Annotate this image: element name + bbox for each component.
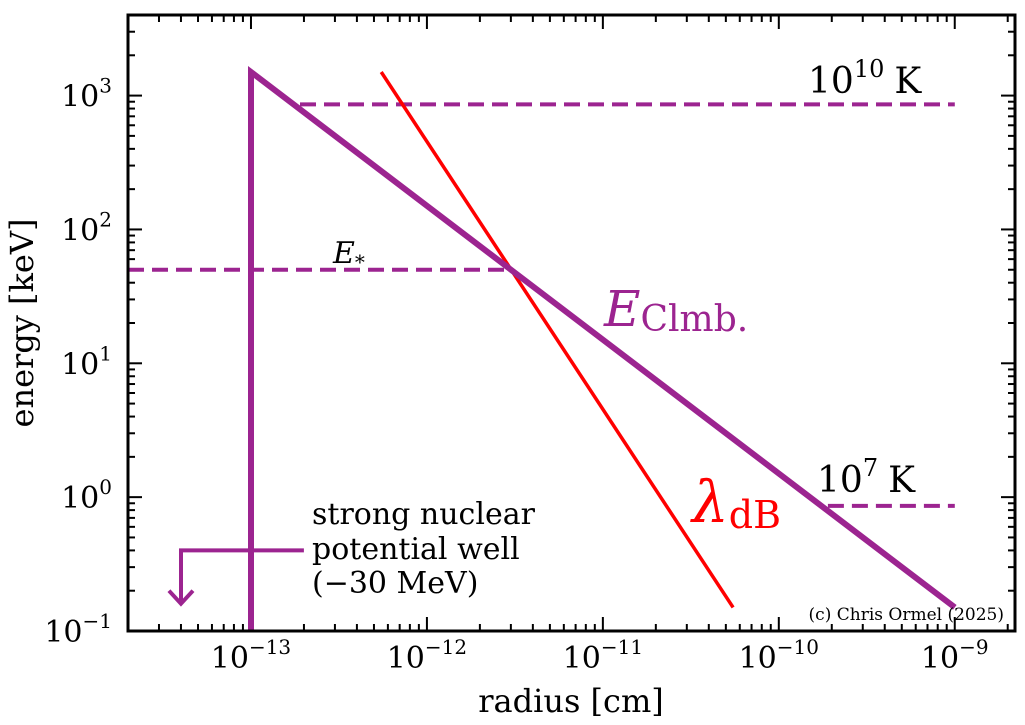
y-tick-base: 10 xyxy=(61,80,99,115)
t1e7-unit: K xyxy=(888,460,916,501)
temperature-1e10-label: 1010 K xyxy=(808,55,922,102)
y-tick-base: 10 xyxy=(61,347,99,382)
lambda-db-sub: dB xyxy=(729,493,781,537)
e-clmb-label: EClmb. xyxy=(603,280,748,340)
y-tick-exp: 3 xyxy=(99,74,112,98)
e-star-label: E* xyxy=(332,236,365,274)
y-tick-label: 102 xyxy=(61,207,112,248)
x-tick-label: 10−9 xyxy=(921,635,989,676)
y-tick-exp: 2 xyxy=(99,207,112,231)
well-arrow-head xyxy=(167,589,195,607)
lambda-db-label: λdB xyxy=(690,468,781,537)
plot-frame xyxy=(126,13,1017,633)
lambda-db-main: λ xyxy=(690,468,729,536)
y-tick-exp: −1 xyxy=(83,609,112,633)
series-layer xyxy=(128,65,957,631)
copyright: (c) Chris Ormel (2025) xyxy=(809,605,1004,625)
e-star-sub: * xyxy=(355,250,365,274)
well-label-line2: potential well xyxy=(312,532,520,567)
x-tick-label: 10−10 xyxy=(739,635,819,676)
minor-ticks xyxy=(127,14,1015,631)
x-tick-base: 10 xyxy=(739,641,777,676)
x-tick-label: 10−13 xyxy=(211,635,291,676)
y-axis-label: energy [keV] xyxy=(3,219,41,428)
series-lambda-db xyxy=(379,71,735,609)
x-tick-exp: −9 xyxy=(959,635,988,659)
y-tick-exp: 0 xyxy=(99,475,112,499)
y-tick-base: 10 xyxy=(61,213,99,248)
x-tick-base: 10 xyxy=(211,641,249,676)
e-clmb-sub: Clmb. xyxy=(641,299,749,340)
x-tick-base: 10 xyxy=(563,641,601,676)
y-tick-exp: 1 xyxy=(99,341,112,365)
major-ticks xyxy=(128,15,1015,632)
t1e10-base: 10 xyxy=(808,61,854,102)
t1e7-exp: 7 xyxy=(863,454,878,482)
y-tick-label: 10−1 xyxy=(44,609,112,650)
x-tick-label: 10−11 xyxy=(563,635,643,676)
x-axis-label: radius [cm] xyxy=(478,682,664,720)
t1e7-base: 10 xyxy=(817,460,863,501)
x-tick-label: 10−12 xyxy=(387,635,467,676)
series-well-arrow xyxy=(179,548,304,604)
series-e-clmb xyxy=(248,65,957,631)
x-tick-exp: −12 xyxy=(425,635,467,659)
x-tick-exp: −11 xyxy=(601,635,643,659)
y-tick-base: 10 xyxy=(44,615,82,650)
t1e10-exp: 10 xyxy=(854,55,885,83)
well-label-line3: (−30 MeV) xyxy=(312,566,478,601)
x-tick-exp: −10 xyxy=(777,635,819,659)
y-tick-label: 100 xyxy=(61,475,112,516)
x-tick-base: 10 xyxy=(921,641,959,676)
y-tick-label: 103 xyxy=(61,74,112,115)
t1e10-unit: K xyxy=(894,61,922,102)
x-tick-base: 10 xyxy=(387,641,425,676)
e-clmb-main: E xyxy=(603,280,641,338)
y-tick-label: 101 xyxy=(61,341,112,382)
x-tick-exp: −13 xyxy=(249,635,291,659)
y-tick-base: 10 xyxy=(61,481,99,516)
well-label-line1: strong nuclear xyxy=(312,497,536,532)
temperature-1e7-label: 107 K xyxy=(817,454,916,501)
e-star-main: E xyxy=(332,236,355,271)
